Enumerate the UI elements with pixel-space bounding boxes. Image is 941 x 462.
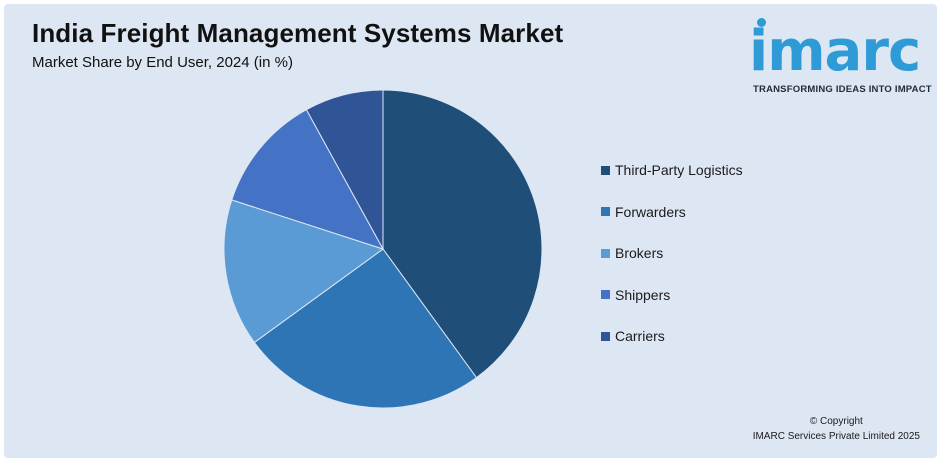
chart-panel: India Freight Management Systems Market … [4,4,937,458]
pie-slice-third-party-logistics [382,89,543,379]
legend-item: Brokers [601,245,663,261]
imarc-logo: imarc TRANSFORMING IDEAS INTO IMPACT [749,18,933,98]
legend-swatch [601,207,610,216]
legend-label: Third-Party Logistics [615,162,743,178]
legend-label: Forwarders [615,203,686,220]
legend-swatch [601,165,610,175]
logo-tagline: TRANSFORMING IDEAS INTO IMPACT [753,84,932,95]
logo-wordmark: imarc [749,19,921,84]
legend-swatch [601,290,610,299]
pie-slice-brokers [223,199,385,344]
pie-slice-forwarders [253,248,478,409]
copyright-line-1: © Copyright [809,416,863,427]
legend-item: Shippers [601,287,670,303]
pie-slice-shippers [231,108,385,250]
pie-slice-carriers [305,89,384,250]
legend-swatch [601,248,610,258]
legend-item: Forwarders [601,204,686,220]
copyright-line-2: IMARC Services Private Limited 2025 [752,431,920,442]
legend-swatch [601,331,610,341]
legend-item: Third-Party Logistics [601,162,743,178]
legend-item: Carriers [601,328,665,344]
chart-title: India Freight Management Systems Market [32,18,564,48]
legend-label: Carriers [615,328,665,344]
legend-label: Shippers [615,286,671,303]
copyright-notice: © Copyright IMARC Services Private Limit… [753,414,920,444]
chart-subtitle: Market Share by End User, 2024 (in %) [32,54,293,71]
legend-label: Brokers [615,245,664,261]
logo-dot-icon [757,18,766,27]
pie-chart [223,89,543,409]
